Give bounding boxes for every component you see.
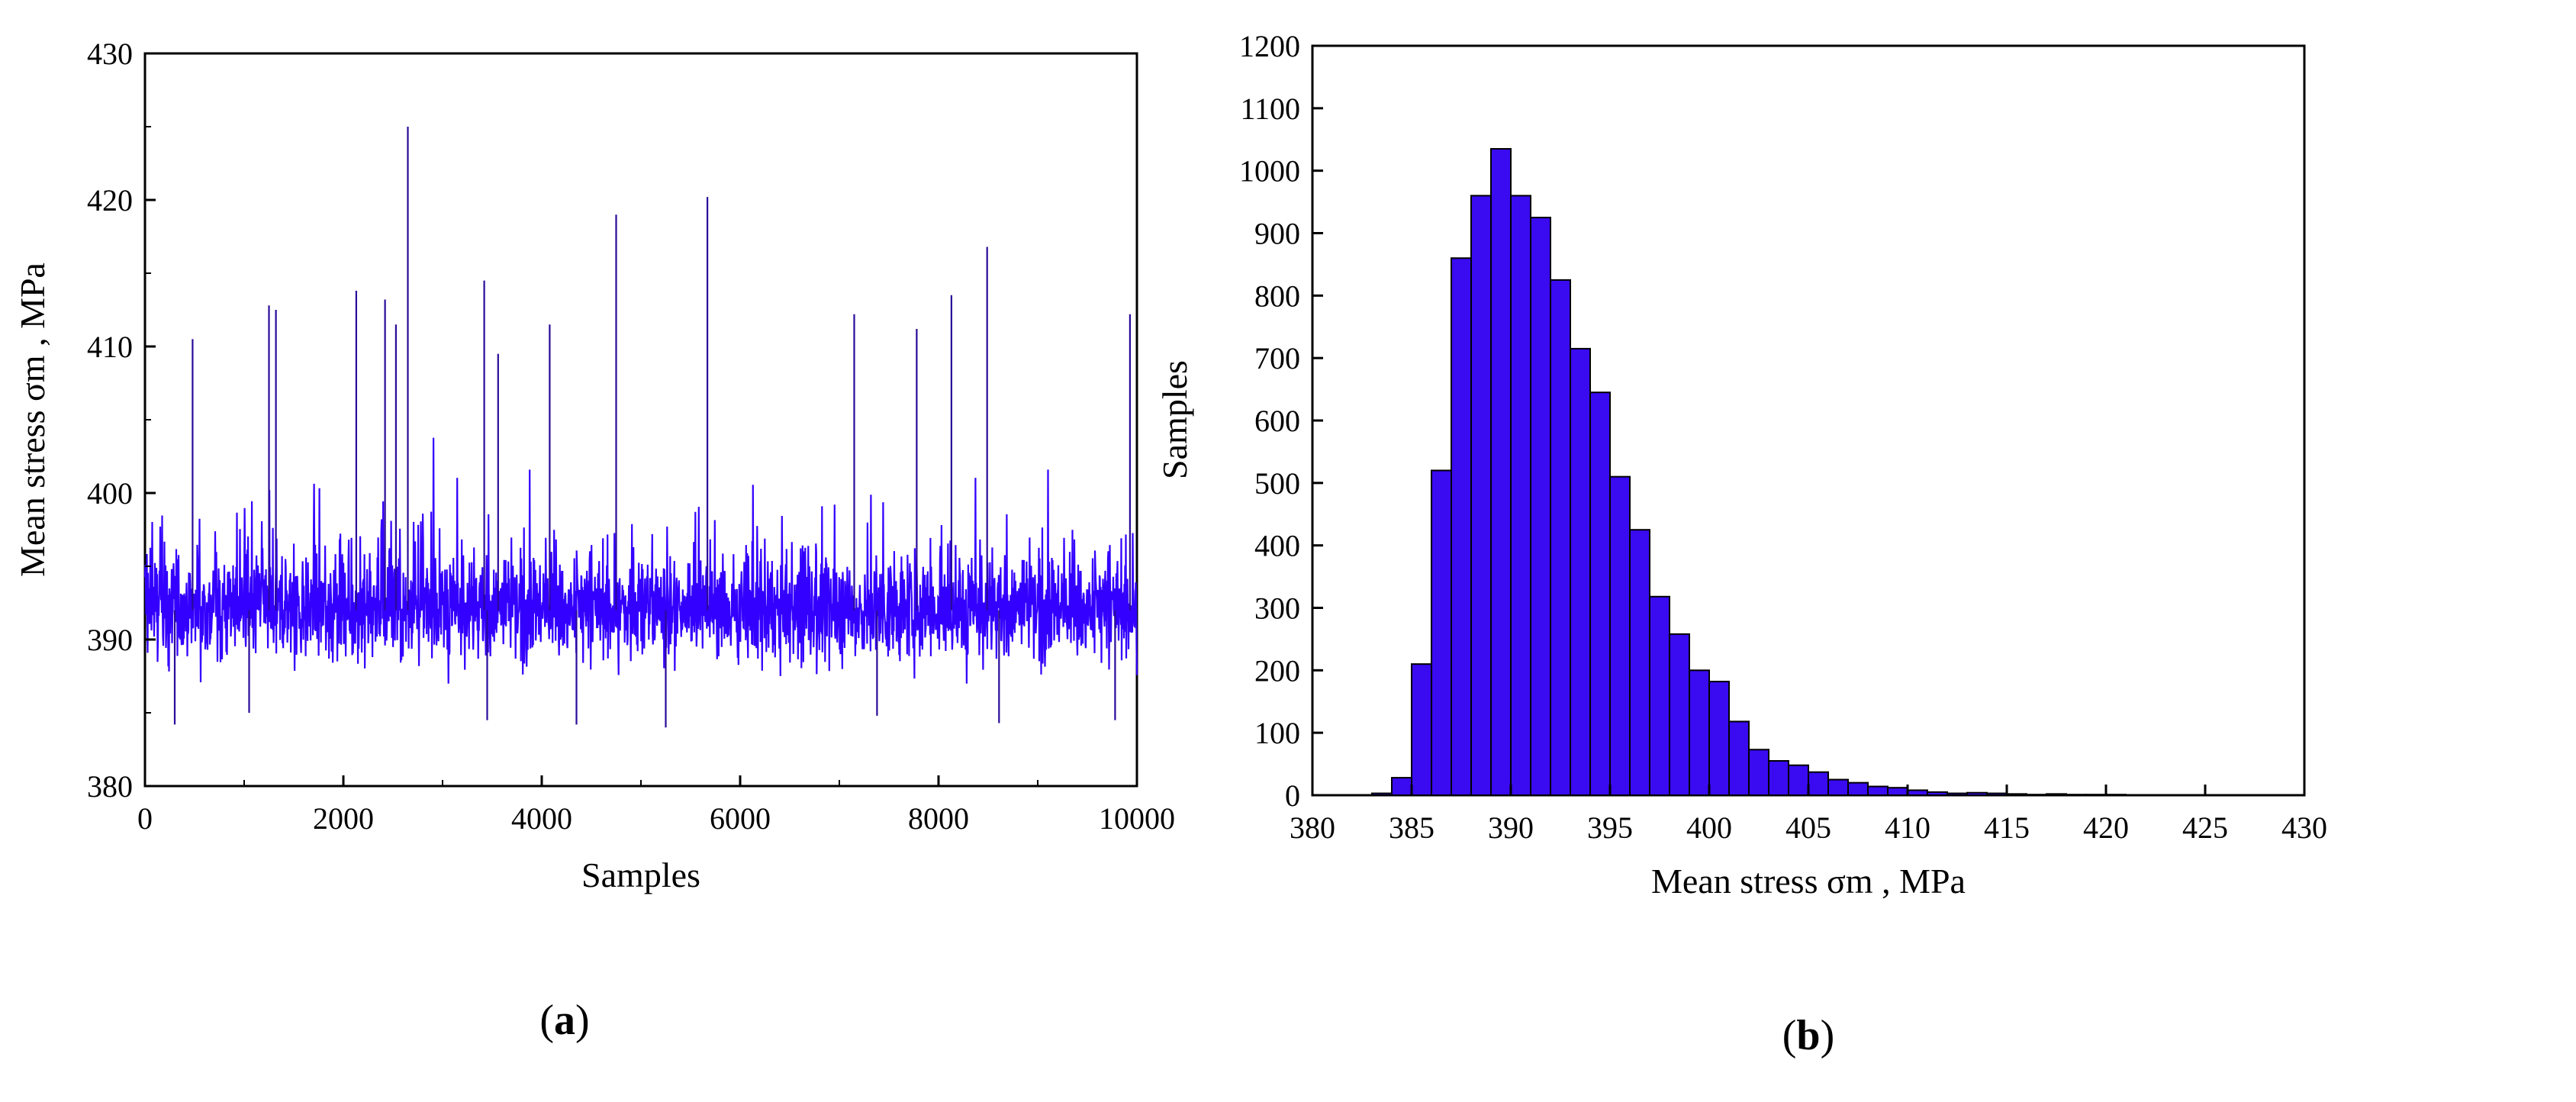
panel-b-x-tick-label: 430 xyxy=(2281,810,2327,845)
panel-b-y-tick-label: 500 xyxy=(1254,466,1300,501)
histogram-bar xyxy=(1689,669,1710,796)
histogram-bar xyxy=(1431,469,1452,796)
panel-a-y-tick-label: 380 xyxy=(87,769,133,804)
histogram-bar xyxy=(2066,794,2087,796)
histogram-bar xyxy=(1986,792,2008,797)
histogram-bar xyxy=(1530,217,1551,796)
panel-b-y-tick-label: 200 xyxy=(1254,653,1300,688)
panel-b-x-ticks: 380 385 390 395 400 405 410 415 420 425 430 xyxy=(1290,785,2327,845)
panel-a-noise-line xyxy=(143,437,1138,684)
panel-a-x-tick-label: 2000 xyxy=(313,801,374,836)
panel-a-label: (a) xyxy=(539,997,589,1044)
panel-b-y-tick-label: 100 xyxy=(1254,716,1300,750)
panel-b-y-tick-label: 0 xyxy=(1285,778,1300,813)
panel-a-y-ticks: 380 390 400 410 420 430 xyxy=(87,37,156,804)
histogram-bar xyxy=(1570,347,1591,796)
panel-a-y-tick-label: 430 xyxy=(87,37,133,71)
panel-a-x-tick-label: 10000 xyxy=(1099,801,1175,836)
panel-b-letter: b xyxy=(1796,1012,1820,1059)
histogram-bar xyxy=(1768,759,1789,796)
panel-a-y-tick-label: 410 xyxy=(87,330,133,364)
panel-a-series-line xyxy=(143,127,1138,728)
histogram-bar xyxy=(1748,749,1769,796)
histogram-bar xyxy=(2085,794,2107,796)
histogram-bar xyxy=(2046,793,2067,796)
panel-b-y-axis-title: Samples xyxy=(1155,360,1194,479)
panel-b-y-tick-label: 800 xyxy=(1254,279,1300,313)
panel-b-y-tick-label: 900 xyxy=(1254,217,1300,251)
histogram-bar xyxy=(1411,663,1432,797)
histogram-bar xyxy=(1371,792,1393,797)
histogram-bar xyxy=(1609,475,1631,797)
histogram-bar xyxy=(1907,789,1928,797)
panel-a-y-tick-label: 420 xyxy=(87,183,133,218)
histogram-bar xyxy=(1629,529,1650,796)
histogram-bar xyxy=(1669,633,1690,796)
panel-a-plot-frame xyxy=(143,52,1138,788)
histogram-bar xyxy=(1589,392,1611,796)
histogram-bar xyxy=(1847,781,1869,796)
panel-a-time-series-chart: 0 2000 4000 6000 8000 10000 380 390 400 410 420 43… xyxy=(13,37,1175,1044)
panel-a-letter: a xyxy=(554,997,575,1044)
panel-a-x-tick-label: 6000 xyxy=(710,801,771,836)
panel-a-y-tick-label: 400 xyxy=(87,476,133,511)
panel-b-x-tick-label: 400 xyxy=(1686,810,1732,845)
histogram-bar xyxy=(1490,148,1512,796)
panel-b-x-tick-label: 425 xyxy=(2182,810,2228,845)
histogram-bar xyxy=(1708,681,1730,797)
histogram-bar xyxy=(1827,778,1849,797)
histogram-bar xyxy=(1649,595,1670,797)
histogram-bar xyxy=(1887,787,1908,797)
panel-b-x-tick-label: 385 xyxy=(1389,810,1435,845)
histogram-bar xyxy=(1808,771,1829,797)
panel-b-y-ticks: 0 100 200 300 400 500 600 700 800 900 1000 1100 1200 xyxy=(1239,29,1323,813)
panel-b-label: (b) xyxy=(1782,1012,1834,1059)
panel-b-x-tick-label: 420 xyxy=(2083,810,2129,845)
panel-b-y-tick-label: 400 xyxy=(1254,529,1300,563)
histogram-bar xyxy=(1927,791,1948,796)
panel-a-x-tick-label: 8000 xyxy=(908,801,969,836)
histogram-bar xyxy=(1728,720,1750,796)
histogram-bar xyxy=(1470,195,1492,796)
panel-a-x-axis-title: Samples xyxy=(581,856,700,894)
panel-a-x-tick-label: 0 xyxy=(137,801,153,836)
panel-b-y-tick-label: 600 xyxy=(1254,404,1300,438)
panel-b-x-tick-label: 380 xyxy=(1290,810,1335,845)
panel-a-y-tick-label: 390 xyxy=(87,623,133,657)
histogram-bar xyxy=(1788,764,1809,796)
histogram-bar xyxy=(2105,794,2127,796)
histogram-bar xyxy=(1966,791,1988,797)
histogram-bar xyxy=(1391,777,1412,797)
panel-b-x-tick-label: 390 xyxy=(1488,810,1534,845)
histogram-bar xyxy=(1946,792,1968,797)
panel-b-bars xyxy=(1371,148,2127,797)
panel-b-x-tick-label: 410 xyxy=(1885,810,1930,845)
panel-a-x-ticks: 0 2000 4000 6000 8000 10000 xyxy=(137,775,1175,836)
histogram-bar xyxy=(1451,257,1472,796)
panel-b-x-tick-label: 395 xyxy=(1587,810,1633,845)
panel-b-y-tick-label: 700 xyxy=(1254,341,1300,375)
panel-b-y-tick-label: 1200 xyxy=(1239,29,1300,63)
panel-b-histogram-chart: 380 385 390 395 400 405 410 415 420 425 430 0 100 20… xyxy=(1155,29,2327,1059)
panel-a-y-axis-title: Mean stress σm , MPa xyxy=(13,263,52,577)
panel-a-x-tick-label: 4000 xyxy=(511,801,572,836)
histogram-bar xyxy=(1867,785,1889,797)
histogram-bar xyxy=(1550,279,1571,796)
histogram-bar xyxy=(2006,793,2027,796)
histogram-bar xyxy=(2026,794,2047,796)
panel-b-y-tick-label: 1100 xyxy=(1240,92,1300,126)
histogram-bar xyxy=(1510,195,1531,796)
panel-b-x-tick-label: 415 xyxy=(1984,810,2030,845)
panel-b-x-axis-title: Mean stress σm , MPa xyxy=(1651,862,1966,901)
panel-b-x-tick-label: 405 xyxy=(1785,810,1831,845)
panel-b-y-tick-label: 300 xyxy=(1254,591,1300,626)
panel-b-y-tick-label: 1000 xyxy=(1239,154,1300,188)
